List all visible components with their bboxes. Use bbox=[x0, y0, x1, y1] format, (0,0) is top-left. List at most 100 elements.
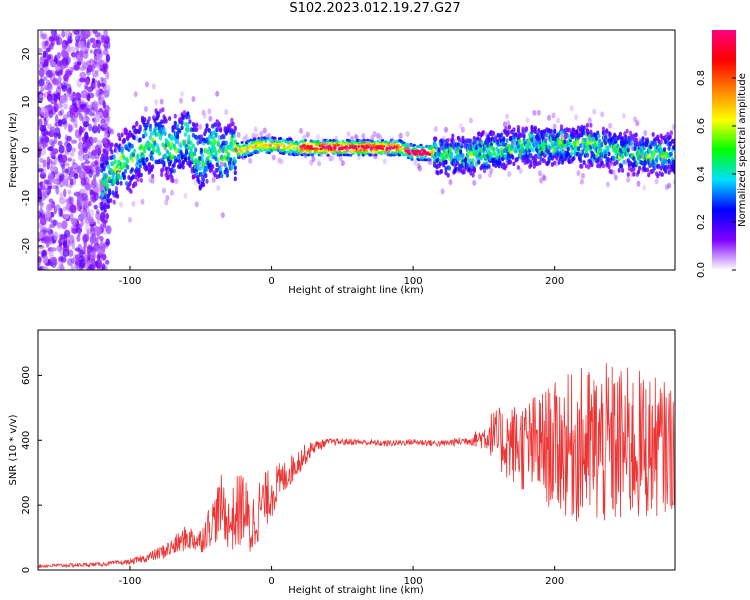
spectrogram-cell bbox=[43, 116, 47, 121]
spectrogram-cell bbox=[88, 136, 93, 145]
spectrogram-cell bbox=[83, 106, 88, 114]
spectrogram-cell bbox=[207, 128, 211, 133]
spectrogram-cells bbox=[38, 30, 675, 270]
spectrogram-cell bbox=[187, 114, 191, 120]
spectrogram-cell bbox=[547, 114, 551, 121]
spectrogram-cell bbox=[198, 123, 203, 130]
spectrogram-cell bbox=[106, 198, 111, 204]
spectrogram-cell bbox=[343, 142, 347, 146]
spectrogram-cell bbox=[651, 159, 655, 164]
spectrogram-cell bbox=[303, 139, 308, 142]
spectrogram-cell bbox=[587, 117, 592, 124]
spectrogram-cell bbox=[264, 137, 268, 140]
spectrogram-cell bbox=[242, 147, 246, 151]
spectrogram-cell bbox=[186, 122, 190, 127]
spectrogram-cell bbox=[145, 156, 149, 162]
spectrogram-cell bbox=[226, 152, 231, 157]
spectrogram-cell bbox=[380, 147, 385, 151]
spectrogram-cell bbox=[140, 198, 145, 205]
spectrogram-cell bbox=[196, 175, 200, 180]
spectrogram-cell bbox=[38, 78, 45, 87]
spectrogram-cell bbox=[78, 152, 85, 162]
spectrogram-cell bbox=[80, 90, 88, 99]
spectrogram-cell bbox=[143, 106, 148, 112]
spectrogram-cell bbox=[90, 81, 97, 90]
spectrogram-cell bbox=[122, 175, 126, 181]
spectrogram-cell bbox=[621, 112, 626, 119]
spectrogram-cell bbox=[310, 147, 314, 151]
spectrogram-cell bbox=[182, 112, 186, 118]
spectrogram-cell bbox=[86, 183, 92, 191]
spectrogram-cell bbox=[200, 153, 205, 159]
spectrogram-cell bbox=[135, 121, 139, 127]
spectrogram-cell bbox=[95, 89, 100, 97]
spectrogram-cell bbox=[229, 143, 233, 148]
spectrogram-cell bbox=[489, 167, 494, 174]
spectrogram-cell bbox=[460, 126, 465, 133]
spectrogram-cell bbox=[297, 152, 301, 156]
spectrogram-cell bbox=[69, 178, 74, 186]
spectrogram-cell bbox=[292, 147, 296, 150]
spectrogram-cell bbox=[156, 147, 160, 153]
spectrogram-cell bbox=[50, 144, 55, 152]
spectrogram-cell bbox=[276, 146, 280, 149]
spectrogram-cell bbox=[299, 150, 303, 154]
spectrogram-cell bbox=[73, 64, 80, 71]
spectrogram-cell bbox=[108, 176, 112, 182]
spectrogram-cell bbox=[173, 155, 177, 161]
spectrogram-cell bbox=[74, 129, 80, 139]
spectrogram-cell bbox=[66, 197, 73, 205]
spectrogram-cell bbox=[621, 168, 625, 173]
spectrogram-cell bbox=[585, 152, 590, 158]
spectrogram-cell bbox=[46, 182, 53, 188]
spectrogram-cell bbox=[58, 119, 63, 127]
spectrogram-cell bbox=[236, 131, 241, 138]
spectrogram-cell bbox=[481, 130, 485, 135]
spectrogram-cell bbox=[65, 198, 72, 204]
spectrogram-cell bbox=[162, 160, 166, 166]
spectrogram-cell bbox=[38, 250, 43, 255]
spectrogram-cell bbox=[78, 125, 83, 136]
spectrogram-cell bbox=[53, 231, 59, 241]
spectrogram-cell bbox=[45, 203, 52, 213]
spectrogram-cell bbox=[260, 136, 265, 140]
spectrogram-cell bbox=[51, 154, 56, 160]
spectrogram-cell bbox=[436, 157, 440, 163]
spectrogram-cell bbox=[111, 174, 115, 180]
spectrogram-cell bbox=[48, 44, 52, 53]
spectrogram-cell bbox=[38, 106, 42, 116]
spectrogram-cell bbox=[645, 139, 650, 145]
spectrogram-cell bbox=[95, 169, 100, 177]
spectrogram-cell bbox=[538, 170, 542, 177]
spectrogram-cell bbox=[59, 175, 63, 182]
spectrogram-cell bbox=[191, 96, 196, 102]
spectrogram-cell bbox=[625, 128, 629, 134]
spectrogram-cell bbox=[219, 166, 223, 172]
spectrogram-cell bbox=[69, 152, 75, 157]
spectrogram-cell bbox=[38, 47, 43, 54]
spectrogram-cell bbox=[85, 142, 90, 149]
spectrogram-cell bbox=[91, 125, 98, 134]
spectrogram-cell bbox=[82, 153, 90, 161]
spectrogram-cell bbox=[626, 172, 630, 177]
spectrogram-cell bbox=[472, 179, 477, 186]
spectrogram-cell bbox=[207, 108, 212, 115]
spectrogram-cell bbox=[57, 101, 62, 109]
spectrogram-cell bbox=[287, 141, 291, 145]
spectrogram-cell bbox=[77, 167, 83, 174]
spectrogram-cell bbox=[316, 147, 320, 151]
spectrogram-cell bbox=[43, 254, 49, 264]
spectrogram-cell bbox=[290, 140, 294, 144]
spectrogram-cell bbox=[77, 141, 84, 151]
spectrogram-cell bbox=[506, 130, 510, 136]
spectrogram-cell bbox=[471, 172, 475, 178]
spectrogram-cell bbox=[412, 143, 416, 147]
spectrogram-cell bbox=[233, 125, 237, 131]
spectrogram-cell bbox=[592, 108, 597, 115]
spectrogram-cell bbox=[162, 187, 166, 194]
colorbar-tick-label: 0.6 bbox=[696, 118, 707, 134]
y-tick-label: 0 bbox=[21, 147, 32, 153]
spectrogram-cell bbox=[48, 42, 54, 50]
spectrogram-cell bbox=[114, 186, 118, 192]
spectrogram-cell bbox=[176, 138, 180, 144]
